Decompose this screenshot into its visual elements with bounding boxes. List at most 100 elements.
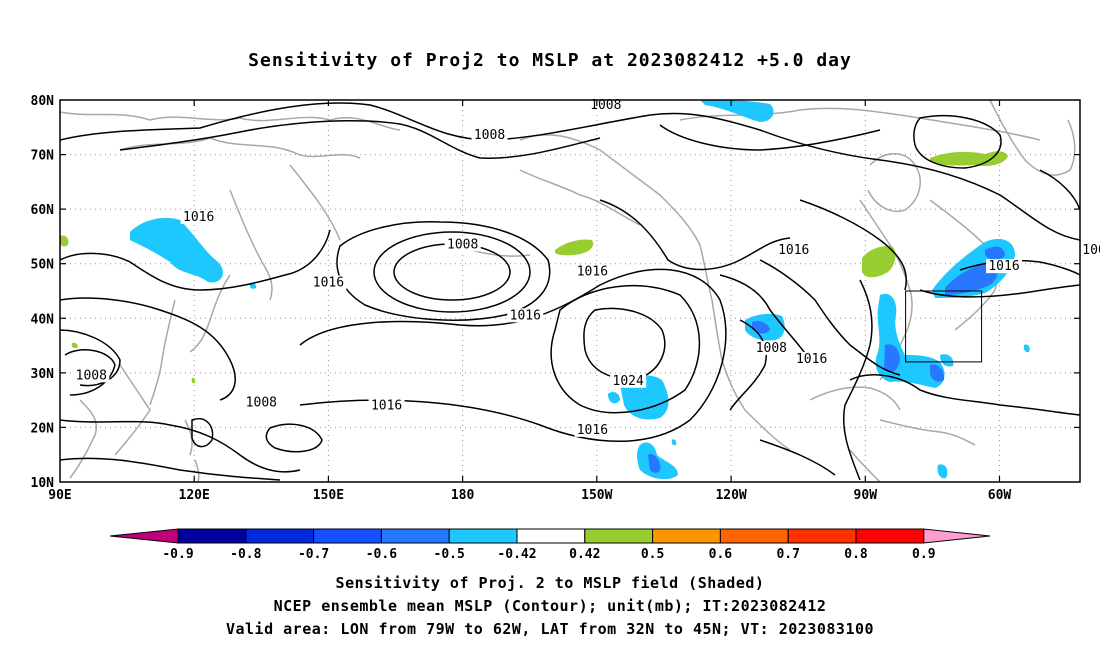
contour-label: 1016 (313, 276, 344, 291)
positive-area (191, 377, 196, 384)
contour-label: 1008 (246, 396, 277, 411)
latitude-labels: 80N 70N 60N 50N 40N 30N 20N 10N (31, 94, 55, 491)
contour-label-bg (310, 275, 347, 290)
contour-label-bg (986, 259, 1023, 274)
footer-line-3: Valid area: LON from 79W to 62W, LAT fro… (225, 620, 875, 638)
negative-area (884, 344, 900, 373)
contour-label-bg (507, 308, 544, 323)
colorbar-label: 0.5 (641, 547, 664, 562)
contour-label: 1008 (590, 98, 621, 113)
colorbar-swatch (719, 528, 789, 544)
lon-label: 120W (715, 488, 746, 503)
negative-area (249, 283, 257, 289)
contour-label-bg (574, 264, 611, 279)
positive-area (71, 342, 78, 349)
contour-label: 1016 (510, 308, 541, 323)
lat-label: 30N (31, 367, 55, 382)
lat-label: 10N (31, 476, 55, 491)
colorbar-label: -0.6 (366, 547, 397, 562)
lat-label: 60N (31, 203, 55, 218)
contour-labels: 1008 1008 1016 1008 1016 1016 1008 1016 1016 1016… (73, 98, 1100, 438)
footer-line-1: Sensitivity of Proj. 2 to MSLP field (Sh… (335, 574, 765, 592)
colorbar-low-triangle (109, 528, 179, 544)
colorbar-label: 0.42 (569, 547, 600, 562)
colorbar-swatch (177, 528, 247, 544)
longitude-labels: 90E 120E 150E 180 150W 120W 90W 60W (48, 488, 1011, 503)
colorbar-swatch (448, 528, 518, 544)
contour-label-bg (793, 351, 830, 366)
positive-area (555, 239, 594, 256)
lon-label: 90E (48, 488, 71, 503)
colorbar-swatch (652, 528, 721, 544)
footer-line-2: NCEP ensemble mean MSLP (Contour); unit(… (273, 597, 827, 615)
contour-label: 1016 (988, 259, 1019, 274)
colorbar: -0.9 -0.8 -0.7 -0.6 -0.5 -0.42 0.42 0.5 0.6 0.7 0.… (109, 528, 991, 562)
colorbar-high-triangle (923, 528, 991, 544)
valid-area-box (905, 290, 983, 363)
lon-label: 120E (179, 488, 210, 503)
colorbar-swatch (313, 528, 382, 544)
negative-area (937, 464, 948, 479)
lon-label: 150E (313, 488, 344, 503)
contour-label: 1008 (76, 368, 107, 383)
colorbar-swatch (516, 528, 586, 544)
coastlines (60, 100, 1076, 482)
contour-label: 1008 (1082, 243, 1100, 258)
colorbar-label: -0.7 (298, 547, 329, 562)
contour-label-bg (243, 395, 280, 410)
colorbar-swatch (380, 528, 450, 544)
colorbar-label: 0.8 (844, 547, 868, 562)
colorbar-label: -0.5 (434, 547, 465, 562)
colorbar-swatch (855, 528, 925, 544)
colorbar-swatch (245, 528, 315, 544)
negative-area (130, 217, 223, 283)
contour-label-bg (610, 373, 647, 388)
colorbar-label: -0.8 (230, 547, 261, 562)
colorbar-label: -0.42 (497, 547, 536, 562)
contour-label: 1024 (613, 374, 644, 389)
map-frame (59, 99, 1081, 483)
contour-label: 1016 (778, 243, 809, 258)
lon-label: 150W (581, 488, 612, 503)
negative-area (648, 454, 661, 473)
colorbar-label: 0.6 (709, 547, 733, 562)
mslp-contours (60, 102, 1080, 481)
contour-label: 1016 (371, 398, 402, 413)
contour-label-bg (180, 210, 217, 225)
colorbar-label: 0.7 (776, 547, 799, 562)
negative-area (671, 439, 677, 446)
contour-label: 1016 (577, 423, 608, 438)
contour-label-bg (574, 422, 611, 437)
contour-label-bg (73, 368, 110, 383)
colorbar-swatch (787, 528, 857, 544)
contour-label: 1008 (447, 237, 478, 252)
map-title: Sensitivity of Proj2 to MSLP at 20230824… (248, 50, 852, 71)
contour-label-bg (471, 128, 508, 143)
positive-area (862, 245, 896, 278)
contour-label: 1008 (756, 341, 787, 356)
contour-label-bg (1079, 242, 1100, 257)
contour-label-bg (753, 341, 790, 356)
negative-area (945, 262, 998, 295)
negative-area (700, 100, 774, 122)
lat-label: 20N (31, 421, 55, 436)
negative-area (985, 246, 1005, 260)
contour-label-bg (444, 237, 481, 252)
contour-label: 1008 (474, 128, 505, 143)
colorbar-label: -0.9 (162, 547, 193, 562)
colorbar-label: 0.9 (912, 547, 935, 562)
negative-area (940, 354, 954, 367)
contour-label: 1016 (796, 352, 827, 367)
grid (60, 100, 1080, 482)
lon-label: 180 (451, 488, 475, 503)
lat-label: 40N (31, 312, 55, 327)
lat-label: 50N (31, 258, 55, 273)
axis-ticks (60, 100, 1080, 482)
contour-label-bg (775, 242, 812, 257)
lon-label: 60W (988, 488, 1012, 503)
negative-area (930, 364, 945, 382)
contour-label: 1016 (577, 265, 608, 280)
negative-area (1023, 344, 1030, 353)
contour-label: 1016 (183, 210, 214, 225)
